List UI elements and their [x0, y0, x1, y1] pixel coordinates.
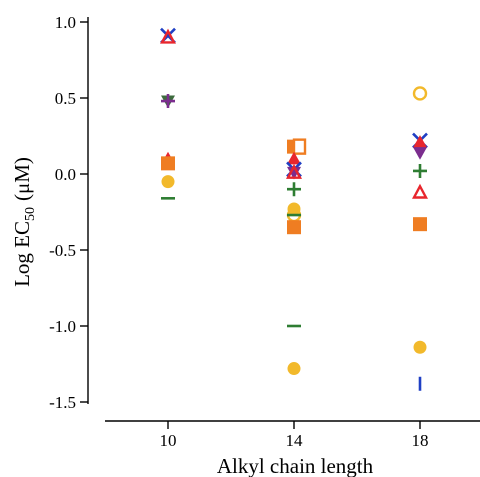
y-tick-label: -1.5 — [49, 393, 76, 412]
y-axis-title-unit: (μM) — [10, 157, 34, 201]
x-ticks: 10 14 18 — [160, 421, 429, 450]
y-tick-label: 0.0 — [55, 165, 76, 184]
data-point-triangle — [287, 151, 301, 165]
data-point-triangle-open — [412, 183, 428, 199]
data-point-circle — [287, 362, 301, 376]
y-ticks: 1.0 0.5 0.0 -0.5 -1.0 -1.5 — [49, 13, 88, 412]
y-axis-title-main: Log EC — [10, 221, 34, 287]
y-tick-label: 0.5 — [55, 89, 76, 108]
data-point-square-open — [292, 138, 307, 155]
data-point-plus — [161, 94, 175, 109]
y-axis-title-sub: 50 — [23, 207, 38, 221]
x-tick-label: 14 — [286, 431, 304, 450]
data-point-triangle — [413, 135, 427, 148]
y-axis-title: Log EC50 (μM) — [10, 157, 38, 287]
y-tick-label: -0.5 — [49, 241, 76, 260]
data-point-triangle-down — [413, 147, 427, 160]
x-tick-label: 18 — [412, 431, 429, 450]
x-tick-label: 10 — [160, 431, 177, 450]
data-point-circle-open — [412, 86, 428, 101]
data-point-square — [161, 156, 175, 171]
data-point-triangle-open — [286, 163, 302, 179]
data-points — [160, 27, 428, 391]
data-point-square — [413, 217, 427, 232]
data-point-plus — [413, 163, 427, 178]
data-point-plus — [287, 182, 301, 197]
data-point-circle — [161, 175, 175, 189]
x-axis-title: Alkyl chain length — [217, 454, 374, 477]
data-point-square — [287, 220, 301, 235]
data-point-triangle-open — [160, 28, 176, 44]
data-point-triangle-down — [287, 166, 301, 180]
data-point-circle — [413, 340, 427, 354]
y-tick-label: -1.0 — [49, 317, 76, 336]
y-tick-label: 1.0 — [55, 13, 76, 32]
